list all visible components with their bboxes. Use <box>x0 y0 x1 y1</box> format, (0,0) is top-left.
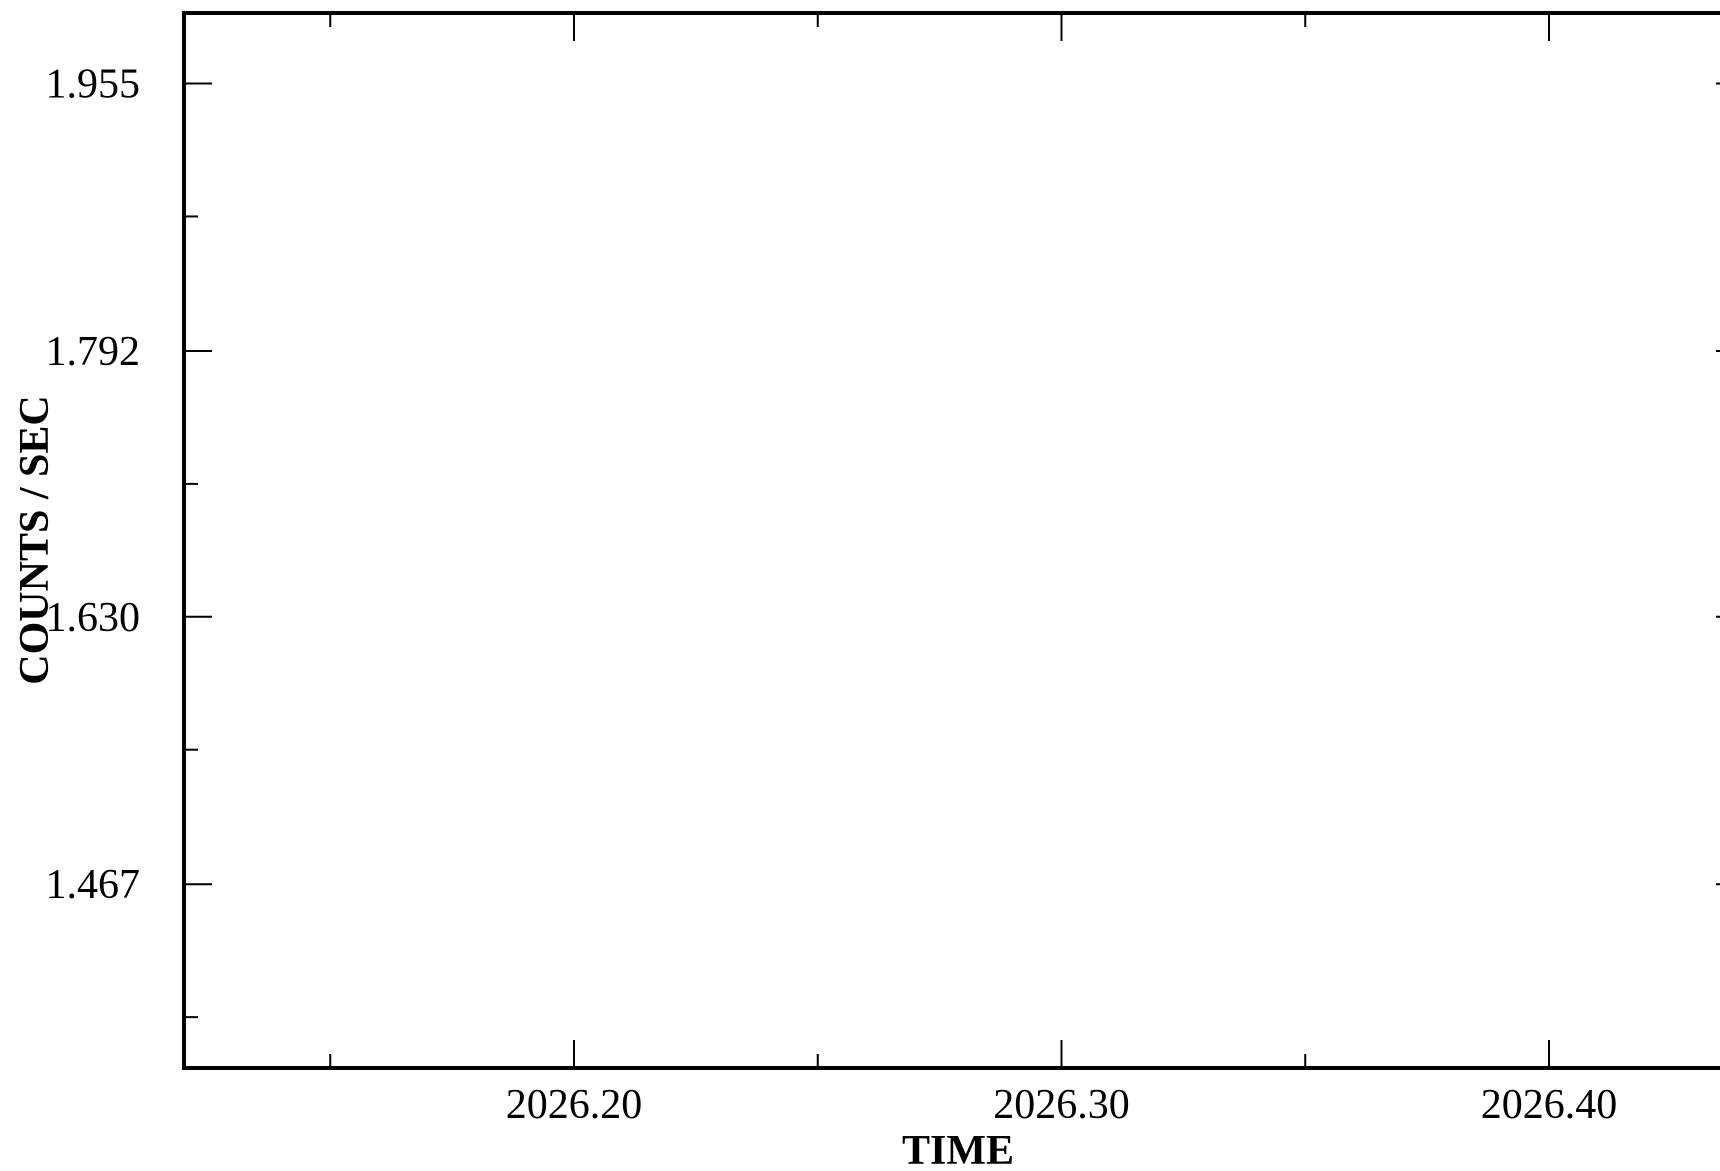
y-tick-label: 1.955 <box>46 62 141 108</box>
y-tick-label: 1.792 <box>46 329 141 375</box>
plot-frame <box>182 11 1720 1070</box>
x-tick-label: 2026.30 <box>993 1082 1130 1128</box>
x-axis-label: TIME <box>902 1128 1014 1171</box>
x-tick-label: 2026.40 <box>1481 1082 1618 1128</box>
y-axis-label: COUNTS / SEC <box>12 395 58 684</box>
x-tick-label: 2026.20 <box>506 1082 643 1128</box>
y-tick-label: 1.630 <box>46 595 141 641</box>
axis-tick-labels: 2026.20 2026.30 2026.40 1.467 1.630 1.792 1.95… <box>46 62 1618 1128</box>
axis-ticks <box>184 13 1720 1068</box>
y-tick-label: 1.467 <box>46 862 141 908</box>
